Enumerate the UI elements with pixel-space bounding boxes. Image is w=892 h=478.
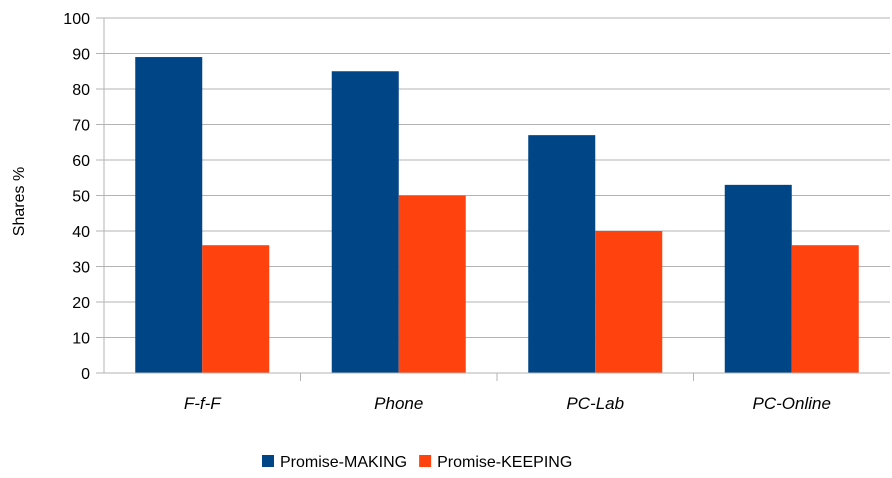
bar-promise-keeping-phone — [398, 195, 466, 373]
legend-label: Promise-MAKING — [280, 454, 407, 471]
y-tick-label: 80 — [72, 82, 90, 99]
y-tick-labels: 0 10 20 30 40 50 60 70 80 90 100 — [63, 11, 104, 383]
y-tick-label: 10 — [72, 331, 90, 348]
legend-swatch — [419, 455, 432, 467]
bar-promise-keeping-pc-lab — [595, 231, 663, 373]
x-tick-label: PC-Lab — [566, 394, 624, 413]
y-tick-label: 60 — [72, 153, 90, 170]
y-tick-label: 0 — [81, 366, 90, 383]
bars — [135, 57, 859, 374]
y-tick-label: 40 — [72, 224, 90, 241]
y-tick-label: 30 — [72, 260, 90, 277]
x-tick-label: Phone — [374, 394, 423, 413]
legend-label: Promise-KEEPING — [437, 454, 572, 471]
bar-promise-making-pc-online — [724, 184, 792, 373]
y-axis-title: Shares % — [11, 167, 28, 236]
y-tick-label: 100 — [63, 11, 90, 28]
y-tick-label: 70 — [72, 118, 90, 135]
x-tick-labels: F-f-F Phone PC-Lab PC-Online — [184, 373, 831, 413]
y-tick-label: 90 — [72, 47, 90, 64]
bar-promise-keeping-pc-online — [791, 245, 859, 373]
bar-promise-keeping-f-f-f — [202, 245, 270, 373]
legend-swatch — [262, 455, 274, 467]
bar-promise-making-f-f-f — [135, 57, 203, 374]
legend: Promise-MAKING Promise-KEEPING — [262, 454, 572, 471]
bar-promise-making-pc-lab — [528, 135, 596, 373]
x-tick-label: F-f-F — [184, 394, 222, 413]
y-tick-label: 50 — [72, 189, 90, 206]
y-tick-label: 20 — [72, 295, 90, 312]
bar-promise-making-phone — [331, 71, 399, 373]
x-tick-label: PC-Online — [753, 394, 831, 413]
